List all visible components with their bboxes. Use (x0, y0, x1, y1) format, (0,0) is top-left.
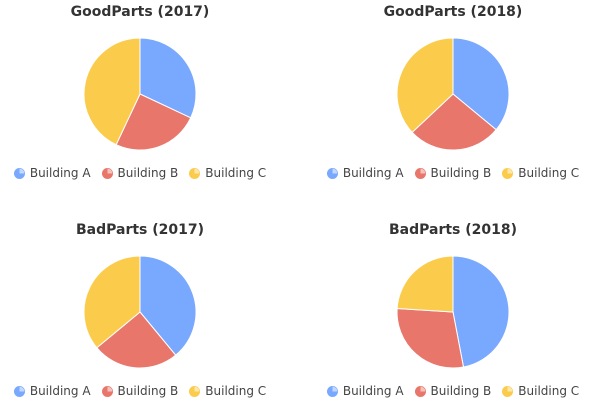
pie-swatch-icon (189, 167, 201, 179)
chart-title: GoodParts (2017) (70, 4, 210, 20)
legend-label: Building B (430, 166, 492, 180)
pie-slice-building-a[interactable] (452, 255, 510, 368)
pie-swatch-icon (101, 385, 113, 397)
legend-item-building-c[interactable]: Building C (189, 166, 266, 180)
legend-item-building-b[interactable]: Building B (101, 384, 179, 398)
legend-label: Building B (117, 384, 179, 398)
legend: Building A Building B Building C (308, 384, 595, 398)
legend: Building A Building B Building C (0, 166, 285, 180)
chart-title: BadParts (2017) (75, 222, 205, 238)
pie-slice-building-c[interactable] (396, 37, 454, 134)
legend-item-building-b[interactable]: Building B (414, 384, 492, 398)
pie-slice-building-b[interactable] (96, 311, 177, 369)
legend-item-building-a[interactable]: Building A (326, 166, 404, 180)
pie-plot (396, 255, 510, 369)
legend-item-building-c[interactable]: Building C (189, 384, 266, 398)
legend-label: Building B (430, 384, 492, 398)
legend-label: Building C (205, 384, 267, 398)
legend-label: Building A (342, 166, 404, 180)
legend: Building A Building B Building C (0, 384, 285, 398)
legend-label: Building A (29, 166, 91, 180)
chart-title: BadParts (2018) (388, 222, 518, 238)
pie-swatch-icon (414, 385, 426, 397)
legend-label: Building C (205, 166, 267, 180)
legend-item-building-a[interactable]: Building A (13, 384, 91, 398)
pie-swatch-icon (414, 167, 426, 179)
legend-item-building-a[interactable]: Building A (326, 384, 404, 398)
pie-slice-building-a[interactable] (452, 37, 510, 131)
pie-plot (83, 255, 197, 369)
pie-slice-building-a[interactable] (139, 37, 197, 119)
legend-label: Building A (29, 384, 91, 398)
legend-item-building-c[interactable]: Building C (502, 166, 579, 180)
legend-label: Building C (518, 384, 580, 398)
pie-swatch-icon (13, 167, 25, 179)
pie-plot (396, 37, 510, 151)
legend-label: Building A (342, 384, 404, 398)
legend-item-building-c[interactable]: Building C (502, 384, 579, 398)
legend-label: Building B (117, 166, 179, 180)
legend-item-building-b[interactable]: Building B (414, 166, 492, 180)
pie-chart-goodparts-2018: GoodParts (2018) Building A Building B Buil… (308, 0, 595, 200)
pie-slice-building-b[interactable] (396, 307, 465, 369)
legend-label: Building C (518, 166, 580, 180)
chart-title: GoodParts (2018) (383, 4, 523, 20)
legend: Building A Building B Building C (308, 166, 595, 180)
pie-swatch-icon (502, 385, 514, 397)
pie-slice-building-b[interactable] (115, 93, 192, 151)
pie-slice-building-c[interactable] (83, 255, 141, 349)
pie-chart-goodparts-2017: GoodParts (2017) Building A Building B Buil… (0, 0, 285, 200)
pie-swatch-icon (326, 167, 338, 179)
pie-plot (83, 37, 197, 151)
pie-swatch-icon (13, 385, 25, 397)
pie-slice-building-b[interactable] (411, 93, 497, 151)
pie-slice-building-c[interactable] (396, 255, 454, 313)
pie-swatch-icon (326, 385, 338, 397)
legend-item-building-a[interactable]: Building A (13, 166, 91, 180)
pie-slice-building-c[interactable] (83, 37, 141, 146)
pie-swatch-icon (502, 167, 514, 179)
pie-slice-building-a[interactable] (139, 255, 197, 356)
pie-chart-badparts-2018: BadParts (2018) Building A Building B Build… (308, 218, 595, 418)
legend-item-building-b[interactable]: Building B (101, 166, 179, 180)
pie-chart-badparts-2017: BadParts (2017) Building A Building B Build… (0, 218, 285, 418)
pie-swatch-icon (189, 385, 201, 397)
pie-swatch-icon (101, 167, 113, 179)
